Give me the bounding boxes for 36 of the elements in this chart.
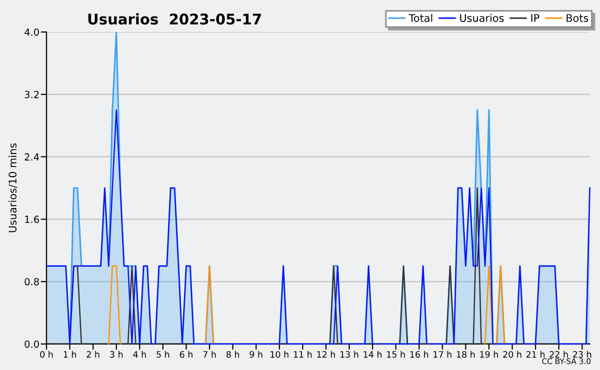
y-axis-title: Usuarios/10 mins (8, 143, 18, 232)
x-tick-label: 2 h (86, 350, 100, 358)
x-tick-label: 4 h (133, 350, 146, 358)
x-tick-label: 3 h (110, 350, 123, 358)
x-tick-label: 14 h (364, 350, 382, 358)
y-tick-label: 4.0 (24, 28, 39, 36)
y-tick-label: 0.0 (24, 340, 39, 348)
x-tick-label: 21 h (526, 350, 545, 358)
legend-label: Usuarios (460, 14, 504, 22)
chart-title: Usuarios 2023-05-17 (88, 13, 261, 25)
legend-label: Total (408, 14, 432, 22)
x-tick-label: 19 h (480, 350, 498, 358)
x-tick-label: 0 h (40, 350, 53, 358)
legend-label: Bots (566, 14, 588, 22)
x-tick-label: 23 h (573, 350, 592, 358)
x-tick-label: 12 h (317, 350, 335, 358)
y-tick-label: 1.6 (25, 216, 39, 224)
y-tick-label: 0.8 (24, 278, 39, 286)
x-tick-label: 9 h (250, 350, 262, 358)
legend-label: IP (531, 14, 540, 22)
x-tick-label: 18 h (456, 350, 475, 358)
y-tick-label: 3.2 (24, 90, 39, 98)
x-tick-label: 10 h (270, 350, 288, 358)
x-tick-label: 8 h (226, 350, 240, 358)
x-tick-label: 16 h (410, 350, 428, 358)
x-tick-label: 20 h (503, 350, 522, 358)
y-tick-label: 2.4 (24, 153, 40, 160)
x-tick-label: 1 h (64, 350, 76, 358)
x-tick-label: 5 h (156, 350, 170, 358)
x-tick-label: 7 h (203, 350, 216, 358)
x-tick-label: 22 h (550, 350, 568, 358)
x-tick-label: 11 h (294, 350, 312, 358)
x-tick-label: 6 h (180, 350, 192, 358)
x-tick-label: 17 h (434, 350, 452, 358)
x-tick-label: 15 h (387, 350, 405, 358)
x-tick-label: 13 h (340, 350, 358, 358)
